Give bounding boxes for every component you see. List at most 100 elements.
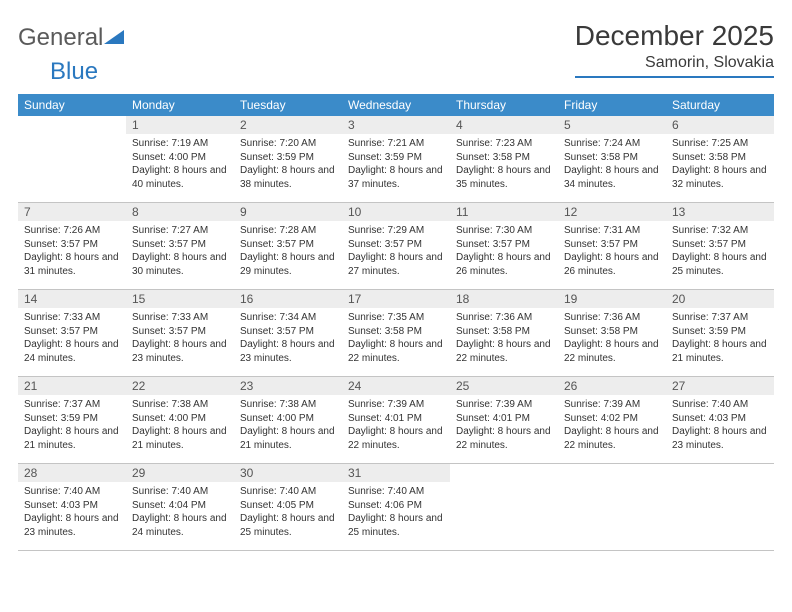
sunrise-text: Sunrise: 7:39 AM xyxy=(564,399,640,410)
calendar-cell: 3Sunrise: 7:21 AMSunset: 3:59 PMDaylight… xyxy=(342,116,450,203)
calendar-cell: 11Sunrise: 7:30 AMSunset: 3:57 PMDayligh… xyxy=(450,203,558,290)
sunset-text: Sunset: 4:00 PM xyxy=(132,413,206,424)
day-number: 15 xyxy=(126,290,234,308)
sunset-text: Sunset: 4:02 PM xyxy=(564,413,638,424)
sunrise-text: Sunrise: 7:37 AM xyxy=(24,399,100,410)
day-number: 13 xyxy=(666,203,774,221)
sunset-text: Sunset: 4:05 PM xyxy=(240,500,314,511)
day-body: Sunrise: 7:38 AMSunset: 4:00 PMDaylight:… xyxy=(234,395,342,455)
sunrise-text: Sunrise: 7:39 AM xyxy=(456,399,532,410)
calendar-cell: 31Sunrise: 7:40 AMSunset: 4:06 PMDayligh… xyxy=(342,464,450,551)
day-body: Sunrise: 7:40 AMSunset: 4:04 PMDaylight:… xyxy=(126,482,234,542)
daylight-text: Daylight: 8 hours and 21 minutes. xyxy=(672,339,767,364)
calendar-row: 14Sunrise: 7:33 AMSunset: 3:57 PMDayligh… xyxy=(18,290,774,377)
sunset-text: Sunset: 4:00 PM xyxy=(240,413,314,424)
sunrise-text: Sunrise: 7:27 AM xyxy=(132,225,208,236)
calendar-cell: 18Sunrise: 7:36 AMSunset: 3:58 PMDayligh… xyxy=(450,290,558,377)
daylight-text: Daylight: 8 hours and 31 minutes. xyxy=(24,252,119,277)
sunrise-text: Sunrise: 7:36 AM xyxy=(456,312,532,323)
day-body: Sunrise: 7:40 AM Sunset: 4:05 PM Daylight:… xyxy=(234,482,342,542)
day-body: Sunrise: 7:34 AMSunset: 3:57 PMDaylight:… xyxy=(234,308,342,368)
day-body: Sunrise: 7:23 AMSunset: 3:58 PMDaylight:… xyxy=(450,134,558,194)
sunset-text: Sunset: 3:58 PM xyxy=(564,326,638,337)
daylight-text: Daylight: 8 hours and 29 minutes. xyxy=(240,252,335,277)
sunset-text: Sunset: 3:58 PM xyxy=(456,152,530,163)
sunrise-text: Sunrise: 7:40 AM xyxy=(348,486,424,497)
day-body: Sunrise: 7:20 AMSunset: 3:59 PMDaylight:… xyxy=(234,134,342,194)
day-body: Sunrise: 7:33 AMSunset: 3:57 PMDaylight:… xyxy=(126,308,234,368)
calendar-cell: 2Sunrise: 7:20 AMSunset: 3:59 PMDaylight… xyxy=(234,116,342,203)
daylight-text: Daylight: 8 hours and 23 minutes. xyxy=(672,426,767,451)
daylight-text: Daylight: 8 hours and 23 minutes. xyxy=(132,339,227,364)
daylight-text: Daylight: 8 hours and 30 minutes. xyxy=(132,252,227,277)
calendar-row: 7 Sunrise: 7:26 AM Sunset: 3:57 PM Daylight… xyxy=(18,203,774,290)
calendar-cell: 1Sunrise: 7:19 AMSunset: 4:00 PMDaylight… xyxy=(126,116,234,203)
daylight-text: Daylight: 8 hours and 25 minutes. xyxy=(348,513,443,538)
weekday-header: Sunday xyxy=(18,94,126,116)
sunrise-text: Sunrise: 7:40 AM xyxy=(24,486,100,497)
day-number: 29 xyxy=(126,464,234,482)
sunrise-text: Sunrise: 7:31 AM xyxy=(564,225,640,236)
day-number: 10 xyxy=(342,203,450,221)
day-body: Sunrise: 7:27 AMSunset: 3:57 PMDaylight:… xyxy=(126,221,234,281)
daylight-text: Daylight: 8 hours and 22 minutes. xyxy=(456,426,551,451)
calendar-cell: 9Sunrise: 7:28 AMSunset: 3:57 PMDaylight… xyxy=(234,203,342,290)
day-body: Sunrise: 7:35 AMSunset: 3:58 PMDaylight:… xyxy=(342,308,450,368)
calendar-cell: 30Sunrise: 7:40 AMSunset: 4:05 PMDayligh… xyxy=(234,464,342,551)
calendar-row: 28Sunrise: 7:40 AMSunset: 4:03 PMDayligh… xyxy=(18,464,774,551)
calendar-cell xyxy=(450,464,558,551)
daylight-text: Daylight: 8 hours and 27 minutes. xyxy=(348,252,443,277)
calendar-cell: 6Sunrise: 7:25 AMSunset: 3:58 PMDaylight… xyxy=(666,116,774,203)
day-number: 12 xyxy=(558,203,666,221)
calendar-cell: 14Sunrise: 7:33 AMSunset: 3:57 PMDayligh… xyxy=(18,290,126,377)
day-body: Sunrise: 7:39 AMSunset: 4:01 PMDaylight:… xyxy=(342,395,450,455)
day-number: 18 xyxy=(450,290,558,308)
day-body: Sunrise: 7:19 AMSunset: 4:00 PMDaylight:… xyxy=(126,134,234,194)
day-body: Sunrise: 7:38 AMSunset: 4:00 PMDaylight:… xyxy=(126,395,234,455)
calendar-cell: 22Sunrise: 7:38 AMSunset: 4:00 PMDayligh… xyxy=(126,377,234,464)
day-number: 26 xyxy=(558,377,666,395)
day-number: 25 xyxy=(450,377,558,395)
sunset-text: Sunset: 4:03 PM xyxy=(672,413,746,424)
sunrise-text: Sunrise: 7:32 AM xyxy=(672,225,748,236)
calendar-cell: 26Sunrise: 7:39 AMSunset: 4:02 PMDayligh… xyxy=(558,377,666,464)
day-body: Sunrise: 7:21 AMSunset: 3:59 PMDaylight:… xyxy=(342,134,450,194)
sunset-text: Sunset: 3:57 PM xyxy=(564,239,638,250)
calendar-cell xyxy=(18,116,126,203)
daylight-text: Daylight: 8 hours and 21 minutes. xyxy=(24,426,119,451)
daylight-text: Daylight: 8 hours and 37 minutes. xyxy=(348,165,443,190)
day-number: 17 xyxy=(342,290,450,308)
day-number: 7 xyxy=(18,203,126,221)
day-number: 20 xyxy=(666,290,774,308)
day-number: 1 xyxy=(126,116,234,134)
calendar-cell: 19Sunrise: 7:36 AMSunset: 3:58 PMDayligh… xyxy=(558,290,666,377)
day-number: 19 xyxy=(558,290,666,308)
day-body: Sunrise: 7:37 AMSunset: 3:59 PMDaylight:… xyxy=(18,395,126,455)
sunrise-text: Sunrise: 7:25 AM xyxy=(672,138,748,149)
sunrise-text: Sunrise: 7:38 AM xyxy=(132,399,208,410)
day-body: Sunrise: 7:39 AMSunset: 4:02 PMDaylight:… xyxy=(558,395,666,455)
calendar-cell: 29Sunrise: 7:40 AMSunset: 4:04 PMDayligh… xyxy=(126,464,234,551)
sunset-text: Sunset: 4:00 PM xyxy=(132,152,206,163)
daylight-text: Daylight: 8 hours and 22 minutes. xyxy=(348,339,443,364)
daylight-text: Daylight: 8 hours and 26 minutes. xyxy=(456,252,551,277)
sunrise-text: Sunrise: 7:40 AM xyxy=(240,486,316,497)
calendar-cell: 12Sunrise: 7:31 AMSunset: 3:57 PMDayligh… xyxy=(558,203,666,290)
sunset-text: Sunset: 3:57 PM xyxy=(24,239,98,250)
day-body: Sunrise: 7:26 AM Sunset: 3:57 PM Daylight:… xyxy=(18,221,126,281)
sunrise-text: Sunrise: 7:37 AM xyxy=(672,312,748,323)
sunrise-text: Sunrise: 7:39 AM xyxy=(348,399,424,410)
daylight-text: Daylight: 8 hours and 25 minutes. xyxy=(672,252,767,277)
day-number: 28 xyxy=(18,464,126,482)
calendar-cell: 7 Sunrise: 7:26 AM Sunset: 3:57 PM Daylight… xyxy=(18,203,126,290)
month-title: December 2025 xyxy=(575,20,774,52)
calendar-table: SundayMondayTuesdayWednesdayThursdayFrid… xyxy=(18,94,774,551)
day-number: 24 xyxy=(342,377,450,395)
sunset-text: Sunset: 3:57 PM xyxy=(132,326,206,337)
sunset-text: Sunset: 4:01 PM xyxy=(456,413,530,424)
daylight-text: Daylight: 8 hours and 22 minutes. xyxy=(564,339,659,364)
daylight-text: Daylight: 8 hours and 25 minutes. xyxy=(240,513,335,538)
day-body: Sunrise: 7:33 AMSunset: 3:57 PMDaylight:… xyxy=(18,308,126,368)
day-body: Sunrise: 7:24 AMSunset: 3:58 PMDaylight:… xyxy=(558,134,666,194)
sunrise-text: Sunrise: 7:26 AM xyxy=(24,225,100,236)
